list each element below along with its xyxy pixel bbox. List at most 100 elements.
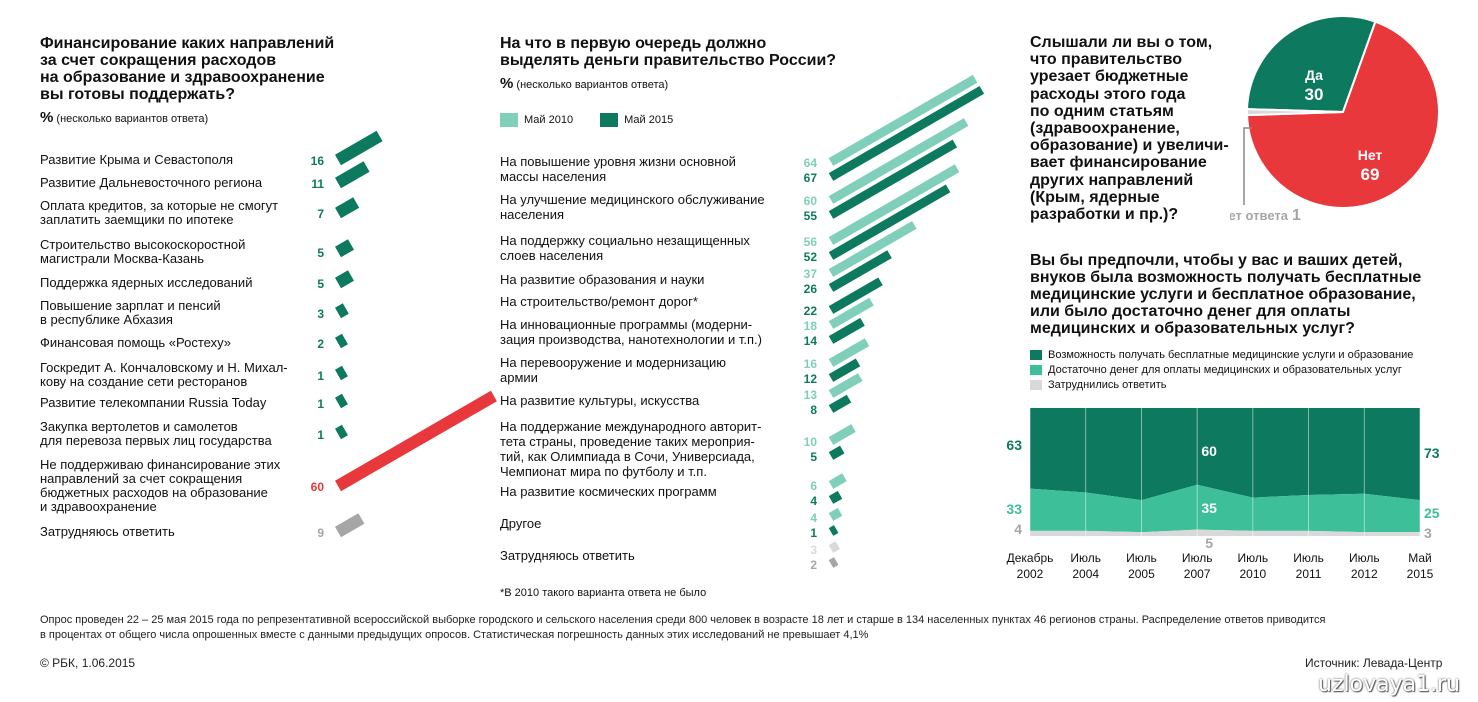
mid-category-label: На перевооружение и модернизацию армии <box>500 355 800 385</box>
mid-footnote: *В 2010 такого варианта ответа не было <box>500 587 707 599</box>
area-legend: Возможность получать бесплатные медицинс… <box>1030 348 1413 393</box>
left-bar <box>335 239 354 258</box>
mid-value-2010: 64 <box>803 156 817 170</box>
area-legend-text: Достаточно денег для оплаты медицинских … <box>1048 364 1402 376</box>
mid-category-label: На повышение уровня жизни основной массы … <box>500 154 800 184</box>
mid-value-2010: 16 <box>803 357 817 371</box>
area-label-2015-money: 25 <box>1424 505 1440 521</box>
left-value-label: 5 <box>317 246 324 260</box>
area-label-2015-undecided: 3 <box>1424 525 1432 541</box>
mid-category-label: Другое <box>500 516 800 531</box>
survey-footnote: Опрос проведен 22 – 25 мая 2015 года по … <box>40 613 1460 643</box>
left-category-label-line: для перевоза первых лиц государства <box>40 433 272 448</box>
pie-yes-value: 30 <box>1305 85 1324 104</box>
mid-value-2015: 67 <box>803 171 817 185</box>
area-question: Вы бы предпочли, чтобы у вас и ваших дет… <box>1030 252 1450 337</box>
mid-value-2015: 5 <box>810 450 817 464</box>
mid-bar-2015 <box>828 394 852 413</box>
mid-category-label-line: массы населения <box>500 169 607 184</box>
pie-slice <box>1246 108 1344 117</box>
legend-item-2015: Май 2015 <box>600 113 673 127</box>
area-chart: 63 33 4 60 35 5 73 25 3 Декабрь 2002 Июль 2004 Июль 20… <box>1006 408 1440 581</box>
left-category-label-line: Госкредит А. Кончаловскому и Н. Михал- <box>40 360 288 375</box>
left-bar <box>335 303 349 319</box>
pie-question-line-9: других направлений <box>1030 171 1194 189</box>
left-category-label: Оплата кредитов, за которые не смогут зап… <box>40 199 330 227</box>
mid-value-2015: 22 <box>803 304 817 318</box>
mid-bar-2015 <box>828 317 865 344</box>
area-tick-label: 2012 <box>1351 567 1378 581</box>
area-tick-label: Июль <box>1349 551 1380 565</box>
mid-category-label: На поддержку социально незащищенных слоев… <box>500 233 800 263</box>
left-chart-title: Финансирование каких направлений за счет … <box>40 35 360 103</box>
area-enough-money <box>1030 484 1420 533</box>
pie-question-line-2: что правительство <box>1030 51 1183 69</box>
pie-na-value: 1 <box>1292 207 1301 224</box>
left-bar <box>335 424 348 440</box>
area-legend-text: Возможность получать бесплатные медицинс… <box>1048 349 1414 361</box>
area-tick-label: Май <box>1408 551 1432 565</box>
mid-bar-2015 <box>828 250 892 292</box>
mid-category-label-line: На строительство/ремонт дорог* <box>500 294 698 309</box>
area-tick-label: Июль <box>1238 551 1269 565</box>
left-value-label: 11 <box>311 177 324 191</box>
area-legend-swatch <box>1030 350 1042 361</box>
left-bar <box>335 333 348 349</box>
mid-title-line-2: выделять деньги правительство России? <box>500 52 837 69</box>
mid-bar-2010 <box>828 221 917 277</box>
area-tick-label: 2015 <box>1407 567 1434 581</box>
pie-question-line-6: (здравоохранение, <box>1030 120 1180 138</box>
area-question-line-5: медицинских и образовательных услуг? <box>1030 320 1355 337</box>
left-category-label-line: направлений за счет сокращения <box>40 471 243 486</box>
left-title-line-3: на образование и здравоохранение <box>40 69 325 86</box>
left-category-label: Повышение зарплат и пенсий в республике А… <box>40 299 330 327</box>
left-category-label-line: Закупка вертолетов и самолетов <box>40 419 238 434</box>
pie-question-line-3: урезает бюджетные <box>1030 68 1189 86</box>
legend-item-2010: Май 2010 <box>500 113 573 127</box>
left-category-label-line: Развитие Крыма и Севастополя <box>40 152 234 167</box>
area-tick-label: Июль <box>1126 551 1157 565</box>
left-value-label: 16 <box>310 154 324 168</box>
left-category-label: Финансовая помощь «Ростеху» <box>40 336 330 350</box>
mid-category-label-line: армии <box>500 370 538 385</box>
mid-category-label-line: На развитие культуры, искусства <box>500 393 700 408</box>
left-category-label: Развитие Дальневосточного региона <box>40 176 330 190</box>
mid-category-label: Затрудняюсь ответить <box>500 548 800 563</box>
area-tick-label: 2002 <box>1017 567 1044 581</box>
area-free-services <box>1030 408 1420 501</box>
mid-bar-2010 <box>828 507 843 521</box>
mid-value-2015: 14 <box>803 334 817 348</box>
left-bar <box>335 390 497 492</box>
left-category-label-line: и здравоохранение <box>40 499 157 514</box>
area-tick-label: Июль <box>1070 551 1101 565</box>
area-question-line-2: внуков была возможность получать бесплат… <box>1030 269 1422 286</box>
left-bar <box>335 270 354 289</box>
area-tick-label: 2005 <box>1128 567 1155 581</box>
pie-na-label: Нет ответа <box>1230 208 1289 223</box>
left-value-label: 1 <box>317 369 324 383</box>
left-category-label-line: Оплата кредитов, за которые не смогут <box>40 198 279 213</box>
mid-bar-2015 <box>828 184 951 260</box>
left-bar <box>335 393 348 409</box>
area-legend-item: Возможность получать бесплатные медицинс… <box>1030 348 1413 363</box>
left-title-line-4: вы готовы поддержать? <box>40 86 235 103</box>
area-legend-text: Затруднились ответить <box>1048 379 1167 391</box>
mid-bar-2010 <box>828 473 847 489</box>
area-tick-label: Июль <box>1182 551 1213 565</box>
mid-value-2015: 52 <box>803 250 817 264</box>
mid-value-2010: 56 <box>803 235 817 249</box>
left-bar <box>335 513 365 538</box>
left-bar <box>335 197 360 219</box>
copyright: © РБК, 1.06.2015 <box>40 656 136 670</box>
left-chart-unit-note: % (несколько вариантов ответа) <box>40 109 209 126</box>
mid-value-2010: 6 <box>810 479 817 493</box>
mid-value-2010: 3 <box>810 543 817 557</box>
mid-value-2010: 18 <box>803 319 817 333</box>
mid-category-label-line: слоев населения <box>500 248 604 263</box>
mid-chart-unit-note: % (несколько вариантов ответа) <box>500 75 669 92</box>
mid-value-2015: 4 <box>810 494 817 508</box>
left-category-label-line: Строительство высокоскоростной <box>40 237 246 252</box>
mid-value-2010: 13 <box>803 388 817 402</box>
mid-category-label-line: На поддержание международного авторит- <box>500 419 762 434</box>
left-value-label: 60 <box>310 480 324 494</box>
